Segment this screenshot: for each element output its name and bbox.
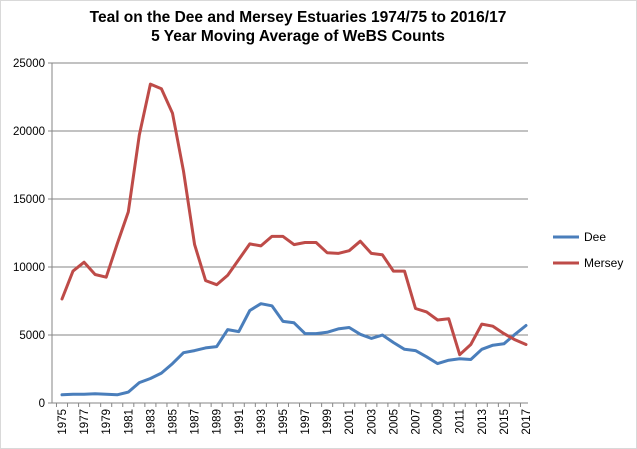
x-tick-label: 1985	[167, 409, 179, 435]
x-tick-label: 2001	[344, 409, 356, 435]
y-tick-label: 20000	[13, 126, 45, 138]
x-tick-label: 1979	[101, 409, 113, 435]
x-tick-label: 1999	[322, 409, 334, 435]
legend-label-dee: Dee	[584, 230, 606, 244]
x-tick-label: 1975	[57, 409, 69, 435]
legend-label-mersey: Mersey	[584, 256, 623, 270]
y-tick-label: 5000	[19, 330, 45, 342]
series-lines	[60, 82, 528, 397]
y-axis-tick-labels: 0 5000 10000 15000 20000 25000	[13, 58, 45, 410]
x-tick-label: 2015	[499, 409, 511, 435]
x-tick-label: 1991	[234, 409, 246, 435]
gridlines	[52, 62, 528, 336]
x-axis-tick-labels: 1975 1977 1979 1981 1983 1985 1987 1989 1991 1993…	[57, 409, 533, 435]
x-tick-label: 1993	[256, 409, 268, 435]
x-tick-label: 1983	[145, 409, 157, 435]
x-tick-label: 2011	[455, 409, 467, 434]
x-tick-label: 1995	[278, 409, 290, 435]
x-tick-label: 1997	[300, 409, 312, 435]
chart-subtitle: 5 Year Moving Average of WeBS Counts	[151, 28, 445, 45]
legend: Dee Mersey	[553, 230, 623, 270]
x-tick-label: 2003	[366, 409, 378, 435]
x-tick-label: 2007	[411, 409, 423, 435]
x-tick-label: 1987	[190, 409, 202, 435]
y-tick-label: 0	[39, 398, 45, 410]
x-tick-label: 2005	[388, 409, 400, 435]
chart-title: Teal on the Dee and Mersey Estuaries 197…	[89, 9, 507, 26]
x-tick-label: 2017	[521, 409, 533, 435]
x-tick-label: 1981	[123, 409, 135, 435]
y-tick-label: 15000	[13, 194, 45, 206]
x-tick-label: 2009	[433, 409, 445, 435]
axes	[48, 62, 528, 407]
x-tick-label: 1977	[79, 409, 91, 435]
series-line-mersey	[60, 82, 528, 357]
y-tick-label: 25000	[13, 58, 45, 70]
chart-title-block: Teal on the Dee and Mersey Estuaries 197…	[48, 8, 548, 46]
y-tick-label: 10000	[13, 262, 45, 274]
series-line-dee	[60, 302, 528, 397]
x-tick-label: 1989	[212, 409, 224, 435]
x-tick-label: 2013	[477, 409, 489, 435]
